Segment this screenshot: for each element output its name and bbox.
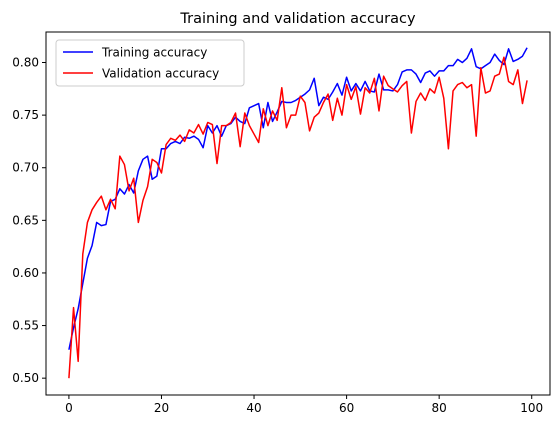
y-tick-label: 0.60 [12,266,39,280]
x-tick-label: 100 [520,401,543,415]
x-tick-label: 40 [246,401,261,415]
x-tick-label: 0 [65,401,73,415]
x-tick-label: 80 [432,401,447,415]
series-lines [68,47,528,379]
x-tick-label: 20 [154,401,169,415]
legend: Training accuracy Validation accuracy [55,39,245,87]
chart-title: Training and validation accuracy [179,11,416,27]
y-tick-label: 0.80 [12,56,39,70]
legend-label: Training accuracy [101,46,207,60]
y-tick-label: 0.50 [12,371,39,385]
y-tick-label: 0.55 [12,319,39,333]
legend-label: Validation accuracy [102,67,219,81]
validation-accuracy-line [68,56,528,379]
axis-ticks: 0 20 40 60 80 100 0.50 0.55 0.60 0.65 0.70 0.75 0.80 [12,56,543,415]
x-tick-label: 60 [339,401,354,415]
y-tick-label: 0.75 [12,108,39,122]
legend-box [55,39,245,87]
y-tick-label: 0.70 [12,161,39,175]
y-tick-label: 0.65 [12,213,39,227]
plot-area [45,31,551,396]
training-accuracy-line [68,47,528,350]
